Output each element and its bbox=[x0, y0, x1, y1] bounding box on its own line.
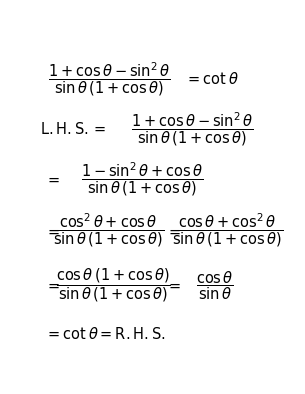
Text: $\dfrac{1 - \sin^2\theta + \cos\theta}{\sin\theta\,(1 + \cos\theta)}$: $\dfrac{1 - \sin^2\theta + \cos\theta}{\… bbox=[81, 161, 203, 198]
Text: $\dfrac{\cos^2\theta + \cos\theta}{\sin\theta\,(1 + \cos\theta)}$: $\dfrac{\cos^2\theta + \cos\theta}{\sin\… bbox=[53, 212, 165, 249]
Text: $\dfrac{\cos\theta + \cos^2\theta}{\sin\theta\,(1 + \cos\theta)}$: $\dfrac{\cos\theta + \cos^2\theta}{\sin\… bbox=[172, 212, 283, 249]
Text: $\dfrac{\cos\theta}{\sin\theta}$: $\dfrac{\cos\theta}{\sin\theta}$ bbox=[196, 269, 234, 302]
Text: $= \cot\theta = \mathrm{R.H.S.}$: $= \cot\theta = \mathrm{R.H.S.}$ bbox=[45, 326, 166, 342]
Text: $\dfrac{\cos\theta\,(1 + \cos\theta)}{\sin\theta\,(1 + \cos\theta)}$: $\dfrac{\cos\theta\,(1 + \cos\theta)}{\s… bbox=[56, 267, 171, 304]
Text: $\dfrac{1 + \cos\theta - \sin^2\theta}{\sin\theta\,(1 + \cos\theta)}$: $\dfrac{1 + \cos\theta - \sin^2\theta}{\… bbox=[48, 61, 170, 98]
Text: $= \cot\theta$: $= \cot\theta$ bbox=[185, 71, 239, 87]
Text: $\mathrm{L.H.S.} =$: $\mathrm{L.H.S.} =$ bbox=[41, 121, 107, 137]
Text: $=$: $=$ bbox=[45, 223, 61, 238]
Text: $=$: $=$ bbox=[166, 278, 182, 293]
Text: $=$: $=$ bbox=[45, 278, 61, 293]
Text: $=$: $=$ bbox=[166, 223, 182, 238]
Text: $=$: $=$ bbox=[45, 172, 61, 187]
Text: $\dfrac{1 + \cos\theta - \sin^2\theta}{\sin\theta\,(1 + \cos\theta)}$: $\dfrac{1 + \cos\theta - \sin^2\theta}{\… bbox=[131, 111, 253, 148]
